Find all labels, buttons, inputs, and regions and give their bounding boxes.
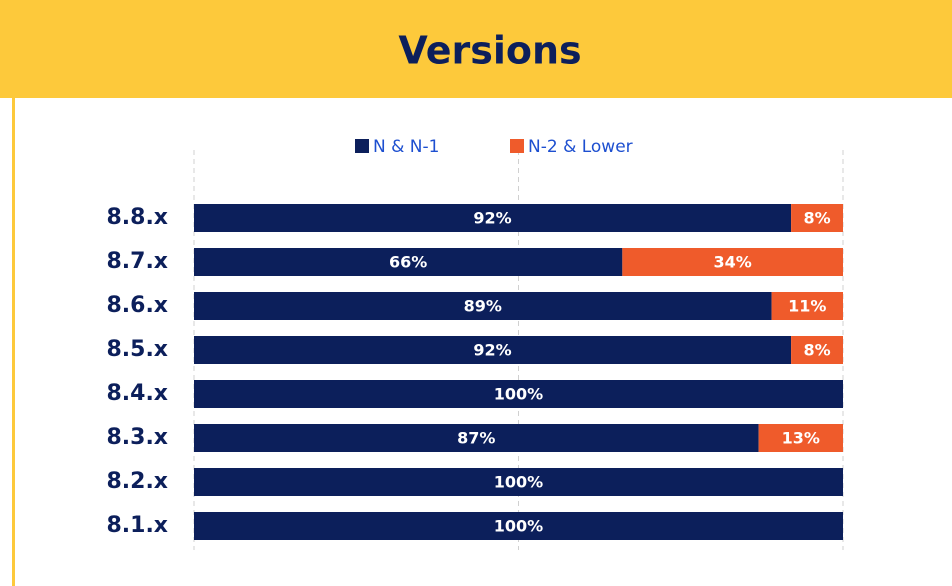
data-label: 92% bbox=[473, 341, 511, 360]
data-label: 11% bbox=[788, 297, 826, 316]
bar-segment bbox=[194, 204, 792, 232]
bar-segment bbox=[194, 336, 792, 364]
bar-segment bbox=[194, 512, 843, 540]
data-label: 34% bbox=[714, 253, 752, 272]
data-label: 100% bbox=[494, 517, 543, 536]
bar-segment bbox=[194, 424, 759, 452]
bar-segment bbox=[758, 424, 843, 452]
data-label: 87% bbox=[457, 429, 495, 448]
category-label: 8.6.x bbox=[106, 293, 168, 318]
category-label: 8.7.x bbox=[106, 249, 168, 274]
legend-label: N-2 & Lower bbox=[528, 137, 633, 157]
bar-segment bbox=[194, 248, 623, 276]
bar-segment bbox=[194, 380, 843, 408]
bar-segment bbox=[194, 468, 843, 496]
left-border bbox=[12, 98, 15, 586]
bar-segment bbox=[622, 248, 843, 276]
bar-segment bbox=[194, 292, 772, 320]
legend-swatch bbox=[510, 139, 524, 153]
category-label: 8.5.x bbox=[106, 337, 168, 362]
bar-segment bbox=[771, 292, 843, 320]
bar-segment bbox=[791, 204, 843, 232]
data-label: 13% bbox=[782, 429, 820, 448]
header-band bbox=[0, 0, 952, 98]
data-label: 66% bbox=[389, 253, 427, 272]
bar-segment bbox=[791, 336, 843, 364]
data-label: 100% bbox=[494, 473, 543, 492]
category-label: 8.2.x bbox=[106, 469, 168, 494]
category-label: 8.4.x bbox=[106, 381, 168, 406]
category-label: 8.3.x bbox=[106, 425, 168, 450]
data-label: 92% bbox=[473, 209, 511, 228]
data-label: 8% bbox=[803, 341, 830, 360]
chart-title: Versions bbox=[398, 29, 581, 73]
data-label: 8% bbox=[803, 209, 830, 228]
category-label: 8.8.x bbox=[106, 205, 168, 230]
legend-label: N & N-1 bbox=[373, 137, 439, 157]
category-label: 8.1.x bbox=[106, 513, 168, 538]
data-label: 100% bbox=[494, 385, 543, 404]
legend-swatch bbox=[355, 139, 369, 153]
data-label: 89% bbox=[464, 297, 502, 316]
